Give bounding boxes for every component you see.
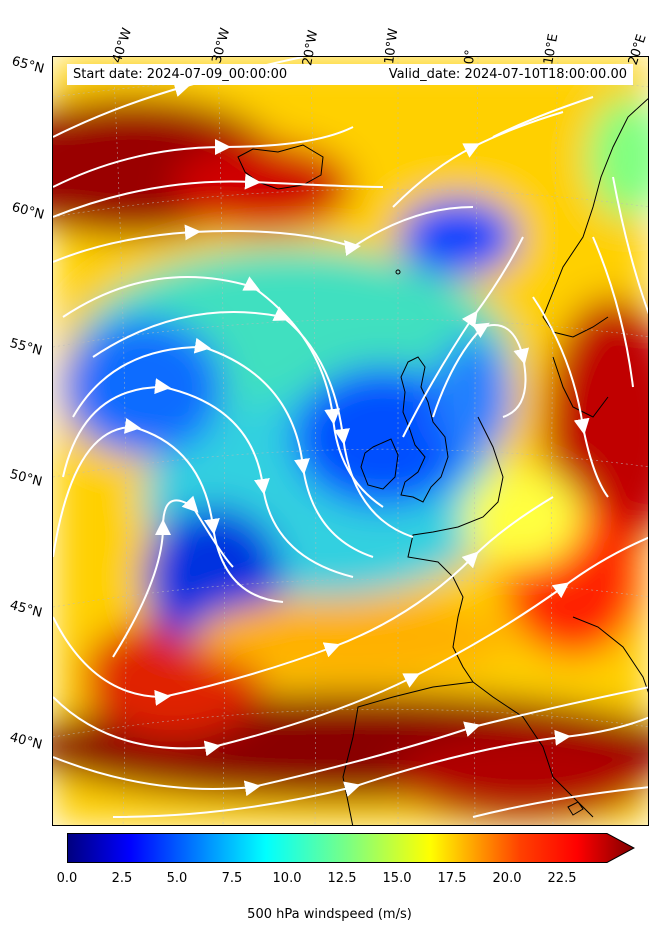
- colorbar-tick: 2.5: [111, 871, 133, 886]
- colorbar-gradient: [67, 833, 635, 863]
- lat-label-55n: 55°N: [8, 336, 44, 359]
- wind-map: [53, 57, 648, 825]
- colorbar: [67, 833, 635, 863]
- colorbar-tick: 12.5: [327, 871, 357, 886]
- lat-label-40n: 40°N: [8, 730, 44, 753]
- colorbar-tick: 5.0: [166, 871, 188, 886]
- colorbar-tick: 10.0: [272, 871, 302, 886]
- colorbar-tick: 15.0: [382, 871, 412, 886]
- colorbar-tick: 22.5: [547, 871, 577, 886]
- lat-label-50n: 50°N: [8, 467, 44, 490]
- colorbar-tick: 0.0: [56, 871, 78, 886]
- start-date-label: Start date: 2024-07-09_00:00:00: [73, 67, 288, 82]
- colorbar-label: 500 hPa windspeed (m/s): [247, 907, 412, 922]
- colorbar-tick: 7.5: [221, 871, 243, 886]
- windspeed-field: [53, 57, 648, 825]
- lat-label-45n: 45°N: [8, 598, 44, 621]
- header-bar: Start date: 2024-07-09_00:00:00 Valid_da…: [67, 64, 633, 85]
- colorbar-tick: 17.5: [437, 871, 467, 886]
- lat-label-65n: 65°N: [10, 54, 46, 77]
- colorbar-tick: 20.0: [492, 871, 522, 886]
- lon-label-0: 0°: [462, 48, 479, 65]
- map-frame: Start date: 2024-07-09_00:00:00 Valid_da…: [52, 56, 649, 826]
- valid-date-label: Valid_date: 2024-07-10T18:00:00.00: [388, 67, 627, 82]
- lat-label-60n: 60°N: [10, 200, 46, 223]
